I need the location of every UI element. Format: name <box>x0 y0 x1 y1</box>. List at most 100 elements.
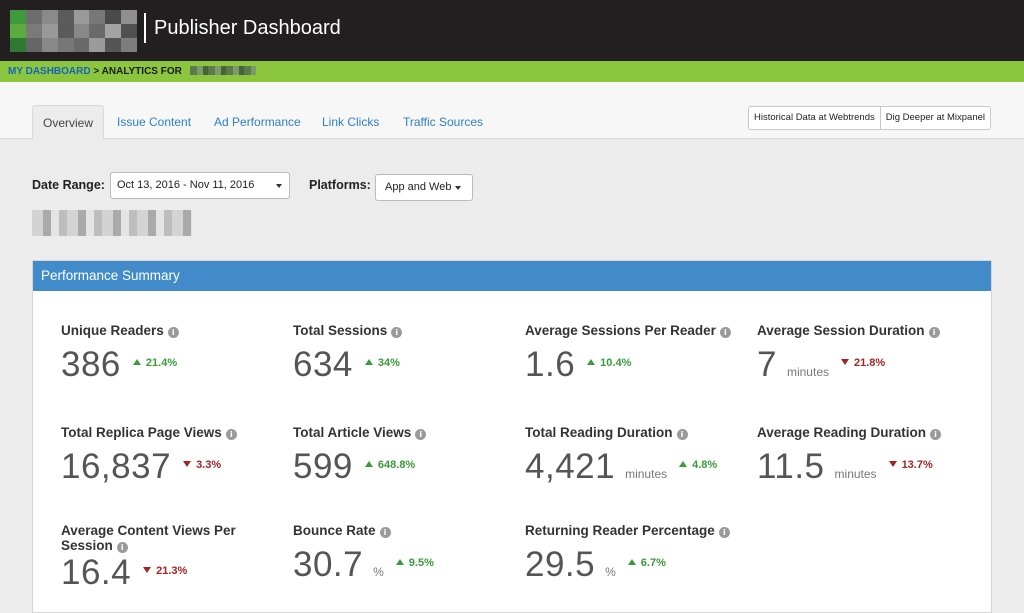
logo-tile <box>105 10 122 24</box>
metric-value-row: 386 21.4% <box>61 345 177 385</box>
metric-change-value: 4.8% <box>692 459 718 471</box>
webtrends-button[interactable]: Historical Data at Webtrends <box>748 106 881 130</box>
logo-tile <box>57 24 74 38</box>
logo-tile <box>57 10 74 24</box>
metric-change-value: 13.7% <box>901 459 933 471</box>
info-circle-icon[interactable]: i <box>167 327 179 338</box>
breadcrumb-bar: MY DASHBOARD > ANALYTICS FOR <box>0 61 1024 82</box>
metric-card: Average Reading Duration i 11.5 minutes 13.7… <box>757 425 972 505</box>
metric-value-row: 16,837 3.3% <box>61 447 221 487</box>
metric-change-value: 21.4% <box>145 357 178 369</box>
metric-change: 34% <box>364 357 400 369</box>
metric-label: Total Replica Page Views i <box>61 425 276 440</box>
info-circle-icon[interactable]: i <box>116 542 128 553</box>
info-circle-icon[interactable]: i <box>930 429 942 440</box>
platforms-dropdown[interactable]: App and Web <box>375 174 473 201</box>
logo-tile <box>25 10 42 24</box>
metric-value-row: 11.5 minutes 13.7% <box>757 447 933 487</box>
logo-tile <box>73 38 90 52</box>
tab-ad-performance[interactable]: Ad Performance <box>214 115 301 129</box>
metric-change-value: 34% <box>377 357 400 369</box>
logo-tile <box>105 24 122 38</box>
metric-value: 599 <box>293 447 353 486</box>
logo-tile <box>89 38 106 52</box>
logo-tile <box>25 38 42 52</box>
metric-card: Total Replica Page Views i 16,837 3.3% <box>61 425 276 505</box>
tab-overview[interactable]: Overview <box>32 105 105 140</box>
date-range-value: Oct 13, 2016 - Nov 11, 2016 <box>117 179 255 191</box>
metric-change-value: 9.5% <box>408 557 434 569</box>
info-circle-icon[interactable]: i <box>718 527 730 538</box>
metric-value: 1.6 <box>525 345 576 384</box>
metric-label-text: Total Replica Page Views <box>61 425 222 440</box>
logo-tile <box>105 38 122 52</box>
metric-value-row: 30.7% 9.5% <box>293 545 434 585</box>
metric-change: 6.7% <box>627 557 666 569</box>
metric-value-row: 599 648.8% <box>293 447 415 487</box>
info-circle-icon[interactable]: i <box>676 429 688 440</box>
metric-label-text: Returning Reader Percentage <box>525 523 715 538</box>
info-circle-icon[interactable]: i <box>719 327 731 338</box>
logo-tile <box>121 24 137 38</box>
metric-label-text: Average Reading Duration <box>757 425 927 440</box>
info-circle-icon[interactable]: i <box>379 527 391 538</box>
metric-change-value: 6.7% <box>640 557 666 569</box>
info-circle-icon[interactable]: i <box>391 327 403 338</box>
tab-issue-content[interactable]: Issue Content <box>117 115 192 129</box>
info-circle-icon[interactable]: i <box>415 429 427 440</box>
logo-tile <box>10 24 26 38</box>
metric-change: 13.7% <box>888 459 933 471</box>
triangle-up-icon <box>587 359 596 365</box>
triangle-up-icon <box>679 461 688 467</box>
triangle-up-icon <box>395 559 404 565</box>
logo-tile <box>73 10 90 24</box>
metric-unit: minutes <box>834 467 877 481</box>
brand-logo[interactable] <box>10 10 137 52</box>
tab-link-clicks[interactable]: Link Clicks <box>322 115 380 129</box>
metric-change-value: 21.3% <box>156 565 188 577</box>
header-divider <box>144 13 146 43</box>
breadcrumb-separator: > <box>93 66 100 77</box>
metric-value: 16,837 <box>61 447 172 486</box>
metric-card: Average Content Views Per Session i 16.4 21… <box>61 523 276 603</box>
logo-tile <box>25 24 42 38</box>
panel-title: Performance Summary <box>33 261 991 291</box>
metric-value: 4,421 <box>525 447 616 486</box>
triangle-down-icon <box>143 567 152 573</box>
metric-label: Unique Readers i <box>61 323 276 338</box>
metric-label-text: Total Sessions <box>293 323 388 338</box>
metric-card: Total Sessions i 634 34% <box>293 323 508 403</box>
caret-down-icon <box>455 186 461 190</box>
metric-label-text: Bounce Rate <box>293 523 376 538</box>
metric-card: Average Session Duration i 7 minutes 21.8% <box>757 323 972 403</box>
date-range-picker[interactable]: Oct 13, 2016 - Nov 11, 2016 <box>110 172 290 199</box>
metric-change: 9.5% <box>395 557 434 569</box>
metric-value: 634 <box>293 345 353 384</box>
metric-label: Total Reading Duration i <box>525 425 740 440</box>
triangle-up-icon <box>364 461 373 467</box>
app-title: Publisher Dashboard <box>154 17 341 39</box>
logo-tile <box>41 38 58 52</box>
info-circle-icon[interactable]: i <box>928 327 940 338</box>
metric-label-text: Average Content Views Per Session <box>61 523 236 553</box>
top-header: Publisher Dashboard <box>0 0 1024 61</box>
triangle-down-icon <box>888 461 897 467</box>
logo-tile <box>89 24 106 38</box>
tab-bar: Overview Issue Content Ad Performance Li… <box>0 82 1024 140</box>
performance-summary-panel: Performance Summary Unique Readers i 386 21… <box>32 260 992 613</box>
metric-label-text: Unique Readers <box>61 323 164 338</box>
tab-traffic-sources[interactable]: Traffic Sources <box>403 115 484 129</box>
metric-label: Average Reading Duration i <box>757 425 972 440</box>
mixpanel-button[interactable]: Dig Deeper at Mixpanel <box>880 106 992 130</box>
date-range-label: Date Range: <box>32 178 105 192</box>
metric-unit: minutes <box>625 467 668 481</box>
logo-tile <box>89 10 106 24</box>
metric-change-value: 3.3% <box>196 459 222 471</box>
breadcrumb-home-link[interactable]: MY DASHBOARD <box>8 66 91 77</box>
info-circle-icon[interactable]: i <box>225 429 237 440</box>
metric-card: Bounce Rate i 30.7% 9.5% <box>293 523 508 603</box>
metric-label: Average Sessions Per Reader i <box>525 323 740 338</box>
metric-value-row: 16.4 21.3% <box>61 553 187 593</box>
metric-value: 7 <box>757 345 777 384</box>
metric-value-row: 4,421 minutes 4.8% <box>525 447 717 487</box>
